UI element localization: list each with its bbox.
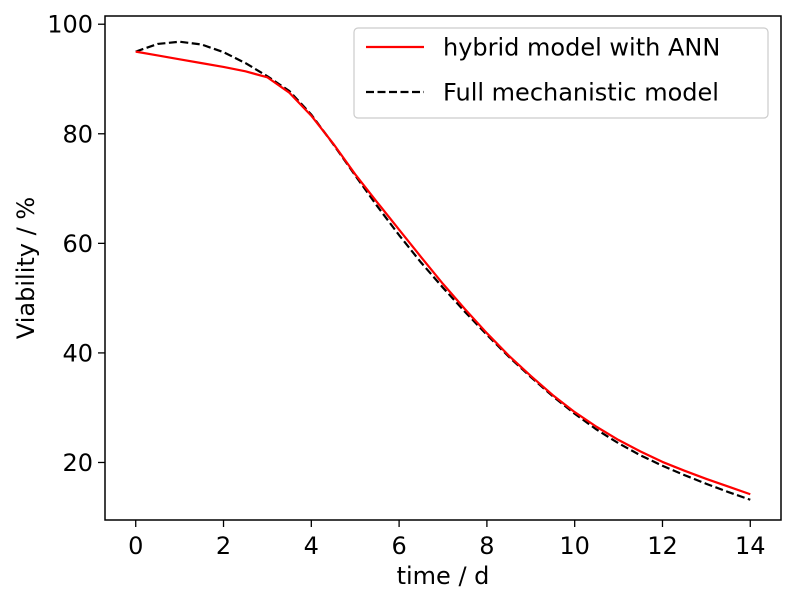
y-axis-ticks: 20 40 60 80 100: [47, 11, 105, 477]
y-tick-label: 40: [62, 339, 93, 367]
x-tick-label: 6: [391, 532, 406, 560]
series-line-hybrid-model: [135, 50, 751, 496]
series-line-full-mechanistic-model: [135, 40, 751, 501]
x-tick-label: 0: [128, 532, 143, 560]
legend-entry-hybrid-model: hybrid model with ANN: [443, 34, 720, 62]
y-tick-label: 60: [62, 230, 93, 258]
x-tick-label: 8: [479, 532, 494, 560]
legend-box: [353, 27, 769, 119]
x-tick-label: 14: [735, 532, 766, 560]
x-tick-label: 12: [647, 532, 678, 560]
x-tick-label: 10: [559, 532, 590, 560]
x-tick-label: 4: [304, 532, 319, 560]
x-tick-label: 2: [216, 532, 231, 560]
y-axis-label: Viability / %: [12, 197, 40, 339]
legend: hybrid model with ANN Full mechanistic m…: [353, 27, 769, 119]
x-axis-ticks: 0 2 4 6 8 10 12 14: [128, 520, 766, 560]
x-axis-label: time / d: [397, 562, 490, 590]
y-tick-label: 100: [47, 11, 93, 39]
plot-frame: [104, 15, 782, 521]
y-tick-label: 80: [62, 120, 93, 148]
legend-entry-full-mechanistic-model: Full mechanistic model: [443, 79, 719, 107]
y-tick-label: 20: [62, 449, 93, 477]
series-layer: [135, 40, 751, 501]
